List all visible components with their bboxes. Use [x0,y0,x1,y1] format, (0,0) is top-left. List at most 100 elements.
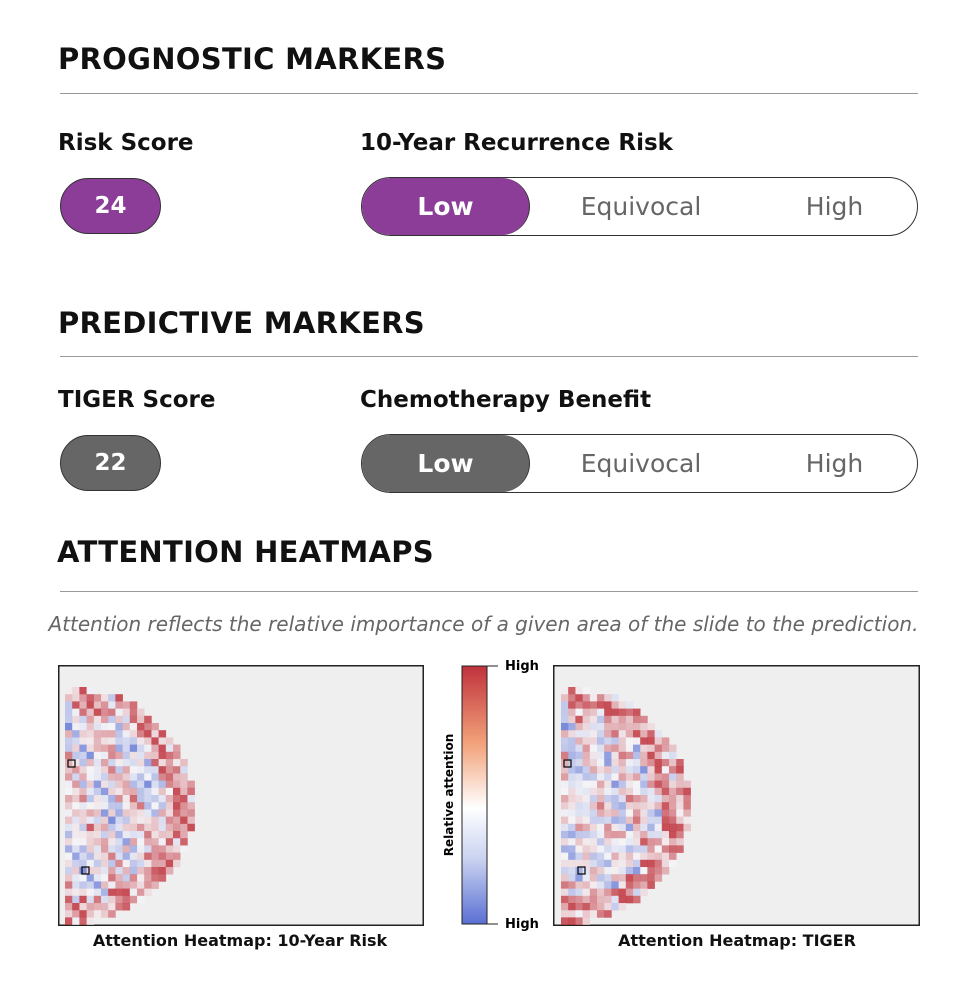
heatmap-cell [115,816,123,825]
heatmap-cell [173,816,181,825]
heatmap-cell [151,759,159,767]
heatmap-cell [158,874,167,882]
heatmap-cell [654,845,663,853]
heatmap-cell [129,715,138,724]
heatmap-cell [589,852,598,861]
heatmap-cell [625,867,634,875]
heatmap-cell [122,859,131,868]
heatmap-cell [173,795,181,803]
heatmap-cell [79,852,87,861]
heatmap-cell [137,888,145,897]
heatmap-cell [93,888,102,897]
heatmap-cell [611,759,619,767]
heatmap-cell [180,838,188,846]
heatmap-cell [144,852,152,861]
heatmap-cell [575,881,583,889]
heatmap-cell [561,701,569,709]
heatmap-cell [173,787,181,796]
heatmap-cell [122,773,131,781]
heatmap-cell [640,723,648,731]
heatmap-cell [108,795,116,803]
heatmap-cell [618,751,627,760]
heatmap-cell [561,694,569,702]
heatmap-cell [158,795,167,803]
heatmap-cell [561,766,569,774]
heatmap-cell [633,795,641,803]
heatmap-cell [137,751,145,760]
heatmap-cell [173,831,181,839]
heatmap-cell [589,744,598,753]
heatmap-cell [647,816,655,825]
heatmap-cell [108,744,116,753]
heatmap-cell [640,766,648,774]
heatmap-cell [604,780,612,789]
heatmap-cell [108,723,116,731]
heatmap-cell [618,852,627,861]
heatmap-cell [589,795,598,803]
section-title: PREDICTIVE MARKERS [58,306,425,340]
heatmap-cell [173,823,181,832]
heatmap-cell [108,831,116,839]
heatmap-cell [151,845,159,853]
heatmap-cell [582,701,591,709]
heatmap-cell [618,787,627,796]
heatmap-cell [683,780,691,789]
heatmap-cell [173,802,181,810]
heatmap-cell [582,903,591,911]
heatmap-cell [129,867,138,875]
heatmap-cell [72,751,80,760]
heatmap-cell [647,874,655,882]
heatmap-cell [122,795,131,803]
heatmap-cell [575,773,583,781]
heatmap-cell [640,809,648,817]
heatmap-cell [604,867,612,875]
heatmap-cell [611,715,619,724]
heatmap-cell [122,816,131,825]
heatmap-cell [611,730,619,738]
heatmap-cell [625,823,634,832]
heatmap-cell [647,867,655,875]
heatmap-cell [115,859,123,868]
heatmap-cell [575,766,583,774]
heatmap-cell [115,895,123,904]
heatmap-cell [568,694,576,702]
heatmap-cell [93,852,102,861]
heatmap-cell [589,859,598,868]
heatmap-cell [137,852,145,861]
heatmap-cell [129,823,138,832]
heatmap-cell [151,874,159,882]
heatmap-cell [582,838,591,846]
heatmap-cell [618,802,627,810]
heatmap-cell [101,730,109,738]
heatmap-cell [568,737,576,745]
heatmap-cell [165,759,174,767]
heatmap-cell [79,787,87,796]
heatmap-cell [640,852,648,861]
heatmap-cell [604,694,612,702]
heatmap-cell [604,809,612,817]
heatmap-cell [129,708,138,717]
heatmap-cell [151,823,159,832]
heatmap-cell [93,737,102,745]
heatmap-cell [683,802,691,810]
heatmap-cell [86,694,95,702]
heatmap-cell [72,787,80,796]
heatmap-cell [144,730,152,738]
heatmap-cell [611,859,619,868]
heatmap-cell [676,759,684,767]
heatmap-cell [561,715,569,724]
heatmap-cell [122,759,131,767]
heatmap-cell [65,823,73,832]
heatmap-cell [158,744,167,753]
heatmap-cell [640,831,648,839]
heatmap-cell [582,795,591,803]
heatmap-cell [86,888,95,897]
heatmap-cell [115,881,123,889]
heatmap-cell [611,737,619,745]
heatmap-cell [589,888,598,897]
heatmap-cell [676,816,684,825]
heatmap-cell [115,780,123,789]
heatmap-cell [561,744,569,753]
heatmap-cell [575,723,583,731]
heatmap-cell [589,802,598,810]
